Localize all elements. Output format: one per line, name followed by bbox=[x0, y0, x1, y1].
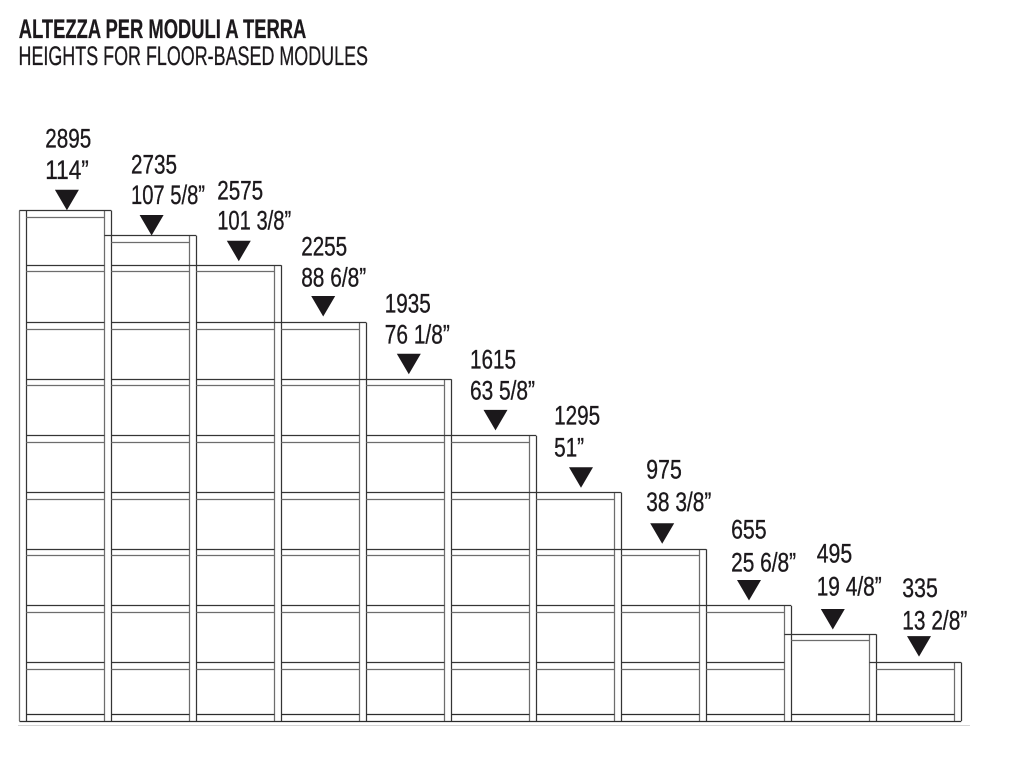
svg-text:13 2/8”: 13 2/8” bbox=[902, 605, 967, 635]
svg-text:1615: 1615 bbox=[470, 344, 516, 374]
svg-text:25 6/8”: 25 6/8” bbox=[731, 547, 796, 577]
svg-text:ALTEZZA PER MODULI A TERRA: ALTEZZA PER MODULI A TERRA bbox=[19, 14, 307, 44]
svg-text:51”: 51” bbox=[554, 432, 584, 462]
svg-text:HEIGHTS FOR FLOOR-BASED MODULE: HEIGHTS FOR FLOOR-BASED MODULES bbox=[19, 41, 369, 71]
svg-text:88 6/8”: 88 6/8” bbox=[301, 262, 366, 292]
svg-text:2895: 2895 bbox=[45, 124, 91, 154]
svg-text:1935: 1935 bbox=[385, 288, 431, 318]
svg-text:107 5/8”: 107 5/8” bbox=[131, 180, 205, 210]
svg-text:2575: 2575 bbox=[217, 176, 263, 206]
svg-text:38 3/8”: 38 3/8” bbox=[646, 487, 711, 517]
svg-text:63 5/8”: 63 5/8” bbox=[470, 376, 535, 406]
svg-text:2255: 2255 bbox=[301, 232, 347, 262]
svg-text:19 4/8”: 19 4/8” bbox=[817, 572, 882, 602]
svg-text:975: 975 bbox=[646, 454, 682, 484]
svg-text:76 1/8”: 76 1/8” bbox=[385, 320, 450, 350]
svg-text:655: 655 bbox=[731, 515, 767, 545]
svg-text:495: 495 bbox=[817, 539, 853, 569]
svg-text:335: 335 bbox=[902, 573, 938, 603]
svg-text:101 3/8”: 101 3/8” bbox=[217, 206, 291, 236]
svg-text:114”: 114” bbox=[45, 155, 89, 185]
svg-text:2735: 2735 bbox=[131, 149, 177, 179]
svg-text:1295: 1295 bbox=[554, 400, 600, 430]
